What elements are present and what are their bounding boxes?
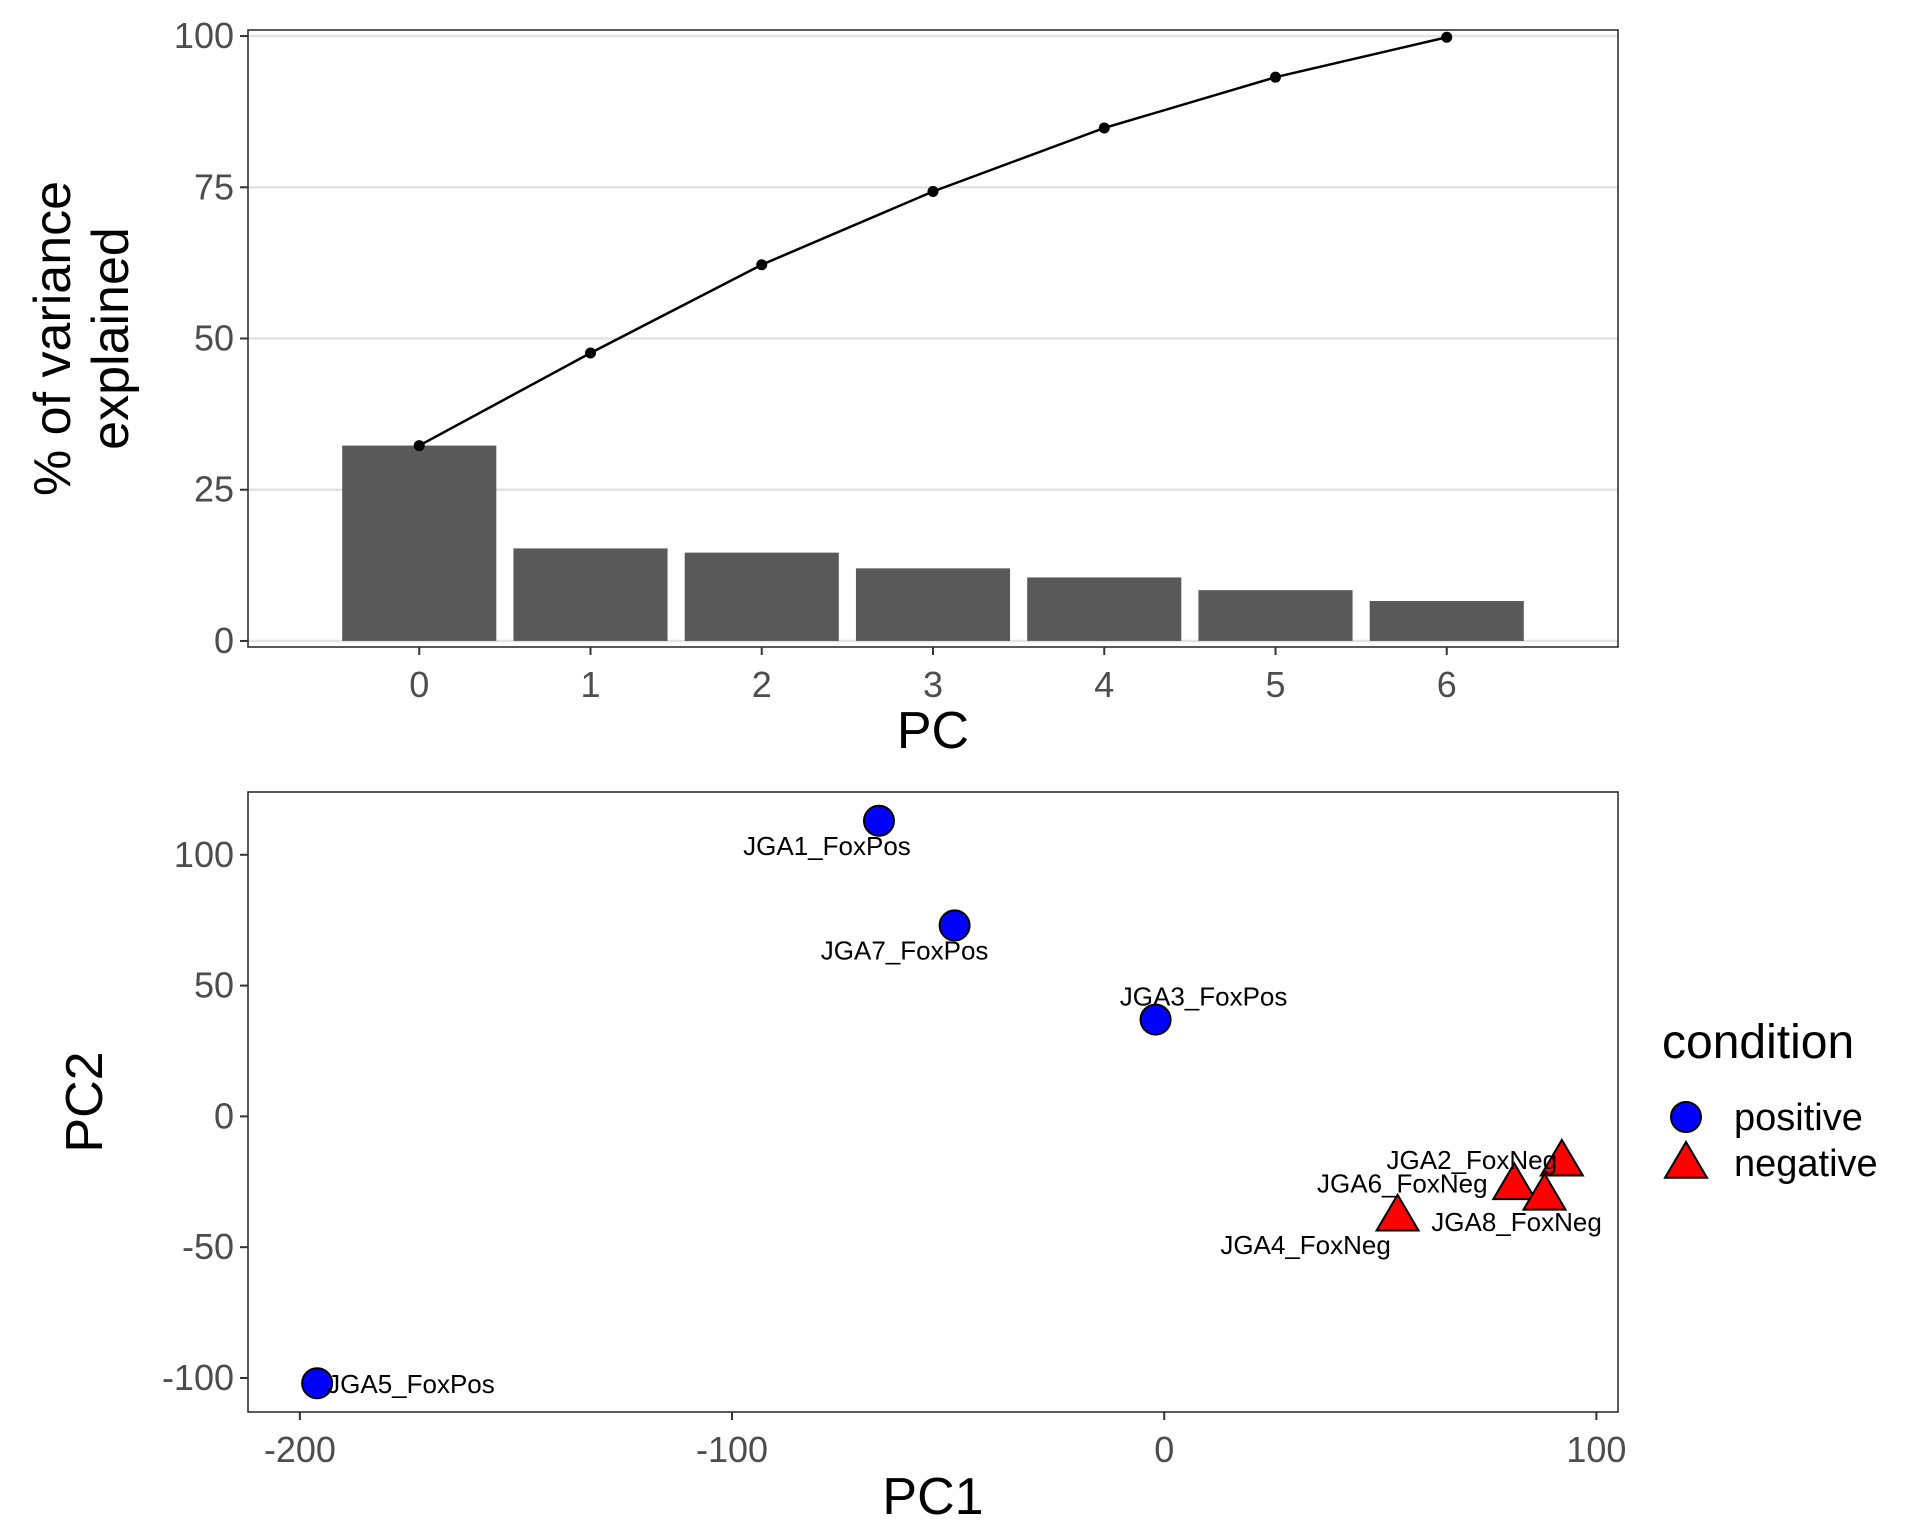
y-tick-label: 0 — [214, 1095, 234, 1136]
bar-pc-6 — [1369, 601, 1524, 641]
legend-title: condition — [1662, 1016, 1854, 1069]
point-JGA6_FoxNeg — [1491, 1161, 1538, 1201]
cumulative-point-5 — [1270, 71, 1281, 83]
x-tick-label: -100 — [696, 1429, 768, 1470]
point-label: JGA7_FoxPos — [821, 935, 989, 965]
x-tick-label: 6 — [1437, 664, 1457, 705]
point-JGA5_FoxPos — [301, 1367, 334, 1400]
cumulative-variance-line — [418, 36, 1448, 447]
y-axis-title-line: % of variance — [24, 181, 82, 496]
point-label: JGA5_FoxPos — [327, 1369, 495, 1399]
point-JGA7_FoxPos — [938, 909, 971, 942]
y-axis-title: PC2 — [56, 1051, 114, 1152]
x-axis-title: PC — [897, 702, 969, 760]
cumulative-point-1 — [585, 347, 596, 359]
x-tick-label: -200 — [264, 1429, 336, 1470]
legend-label-positive: positive — [1734, 1097, 1863, 1139]
cumulative-point-2 — [756, 259, 768, 271]
pca-scatter-chart: JGA1_FoxPos JGA7_FoxPos JGA3_FoxPos JGA5_Fo… — [56, 791, 1626, 1526]
x-tick-label: 3 — [923, 664, 943, 705]
point-label: JGA2_FoxNeg — [1387, 1145, 1558, 1175]
cumulative-point-0 — [413, 440, 425, 452]
point-JGA4_FoxNeg — [1374, 1192, 1421, 1232]
y-axis-title-line: explained — [82, 227, 140, 450]
x-tick-label: 2 — [752, 664, 772, 705]
y-axis-title: % of varianceexplained — [24, 181, 140, 496]
bar-pc-0 — [342, 445, 497, 641]
y-tick-label: 100 — [174, 834, 234, 875]
bar-pc-1 — [513, 548, 668, 641]
x-tick-label: 0 — [409, 664, 429, 705]
point-label: JGA3_FoxPos — [1120, 982, 1288, 1012]
panel-border — [247, 791, 1619, 1413]
cumulative-point-3 — [927, 186, 939, 198]
x-tick-label: 100 — [1566, 1429, 1626, 1470]
point-label: JGA8_FoxNeg — [1431, 1207, 1602, 1237]
y-tick-label: -50 — [182, 1226, 234, 1267]
bar-pc-2 — [684, 552, 839, 641]
legend-label-negative: negative — [1734, 1143, 1878, 1185]
x-tick-label: 4 — [1094, 664, 1114, 705]
x-tick-label: 1 — [580, 664, 600, 705]
y-tick-label: 100 — [174, 15, 234, 56]
bar-pc-5 — [1198, 590, 1353, 641]
y-tick-label: 25 — [194, 469, 234, 510]
y-tick-label: -100 — [162, 1357, 234, 1398]
x-tick-label: 5 — [1265, 664, 1285, 705]
point-label: JGA4_FoxNeg — [1220, 1230, 1391, 1260]
scree-chart: 0 25 50 75 100 0 1 2 3 4 5 6 PC % of varianceexplaine… — [24, 15, 1619, 760]
y-tick-label: 0 — [214, 620, 234, 661]
x-tick-label: 0 — [1154, 1429, 1174, 1470]
bar-pc-3 — [855, 568, 1011, 641]
y-tick-label: 75 — [194, 166, 234, 207]
legend-key-positive — [1670, 1101, 1702, 1133]
y-tick-label: 50 — [194, 318, 234, 359]
y-tick-label: 50 — [194, 965, 234, 1006]
point-JGA1_FoxPos — [862, 804, 895, 837]
point-JGA8_FoxNeg — [1521, 1171, 1568, 1211]
bar-pc-4 — [1027, 577, 1182, 641]
cumulative-point-6 — [1441, 31, 1453, 43]
legend-key-negative — [1663, 1140, 1709, 1179]
cumulative-point-4 — [1098, 122, 1110, 134]
x-axis-title: PC1 — [882, 1468, 983, 1526]
point-label: JGA6_FoxNeg — [1317, 1168, 1488, 1198]
point-label: JGA1_FoxPos — [743, 831, 911, 861]
point-JGA2_FoxNeg — [1539, 1137, 1585, 1177]
point-JGA3_FoxPos — [1139, 1003, 1172, 1036]
